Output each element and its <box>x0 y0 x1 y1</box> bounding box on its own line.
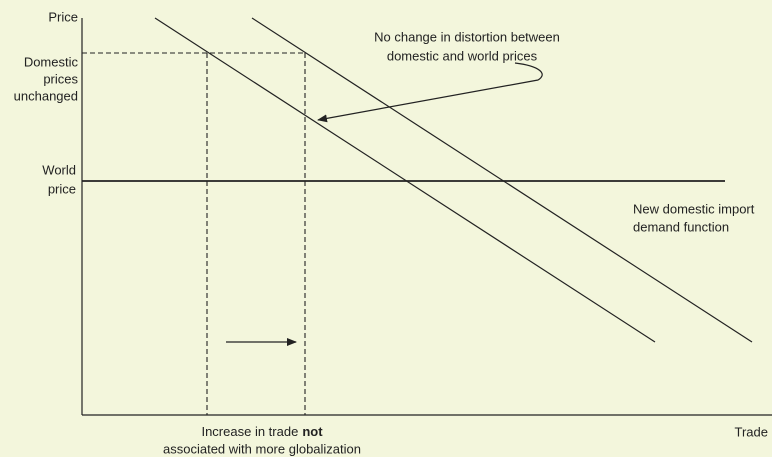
x-axis-label: Trade <box>735 424 768 439</box>
label: price <box>48 181 76 196</box>
new-demand-curve <box>251 17 753 343</box>
annotation: demand function <box>633 219 729 234</box>
annotation: domestic and world prices <box>387 48 538 63</box>
y-axis-label: Price <box>48 9 78 24</box>
label: Domestic <box>24 54 79 69</box>
annotation-part: Increase in trade <box>201 424 298 439</box>
annotation: associated with more globalization <box>163 441 361 456</box>
label: World <box>42 162 76 177</box>
annotation: Increase in trade not <box>201 424 323 439</box>
label: prices <box>43 71 78 86</box>
annotation-emphasis: not <box>302 424 323 439</box>
annotation: New domestic import <box>633 201 755 216</box>
pointer-arrow <box>317 62 543 123</box>
annotation: No change in distortion between <box>374 29 560 44</box>
demand-curve <box>154 17 656 343</box>
label: unchanged <box>14 88 78 103</box>
